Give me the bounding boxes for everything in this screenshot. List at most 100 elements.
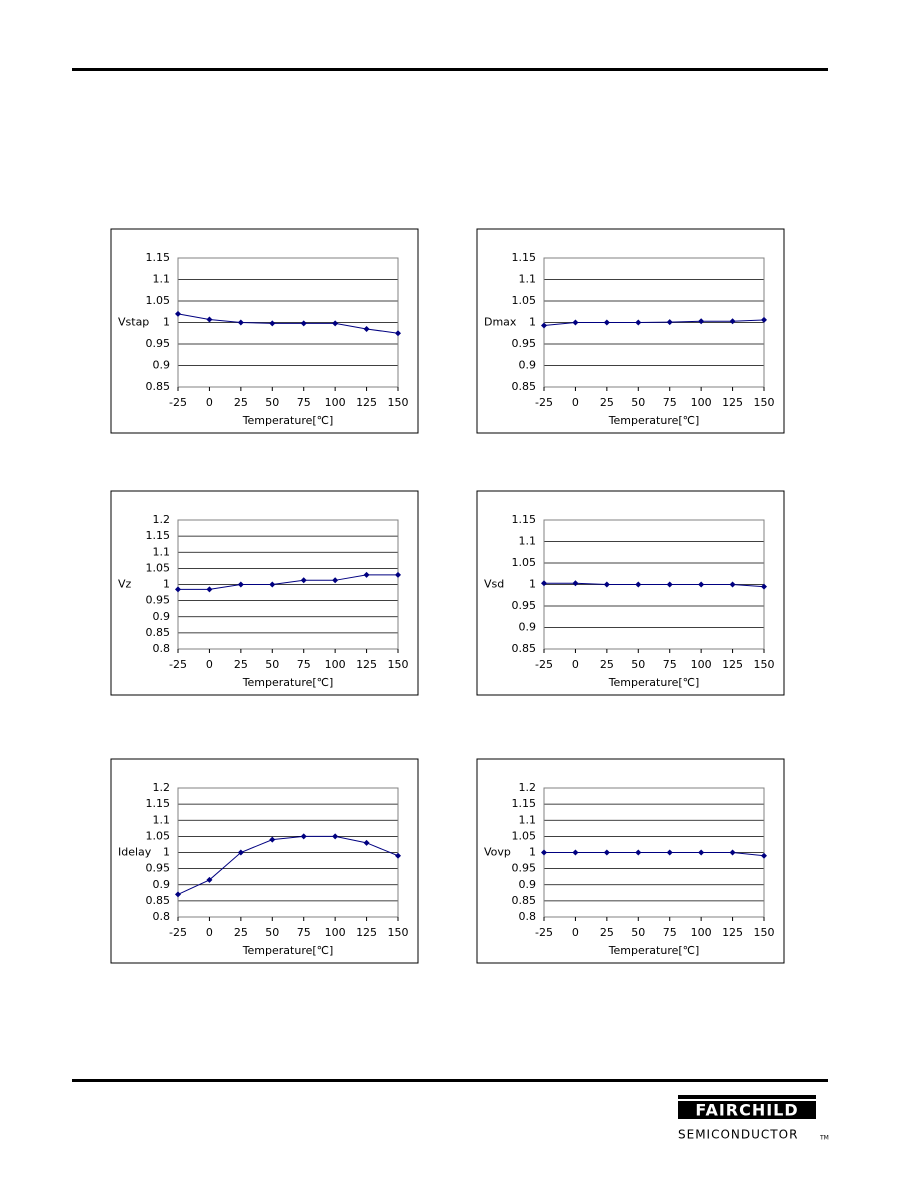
- y-tick-label: 0.85: [146, 626, 171, 639]
- y-tick-label: 0.95: [146, 337, 171, 350]
- data-point: [332, 577, 339, 584]
- y-tick-label: 1.1: [153, 545, 171, 558]
- x-tick-label: 100: [691, 658, 712, 671]
- x-tick-label: 25: [600, 658, 614, 671]
- x-tick-label: 100: [325, 396, 346, 409]
- data-point: [175, 586, 181, 593]
- y-tick-label: 0.85: [146, 380, 171, 393]
- x-tick-label: 150: [388, 396, 409, 409]
- y-tick-label: 0.9: [519, 359, 537, 372]
- x-axis-label: Temperature[℃]: [242, 414, 334, 427]
- y-tick-label: 1.05: [146, 561, 171, 574]
- y-tick-label: 0.95: [146, 594, 171, 607]
- y-tick-label: 0.9: [153, 878, 171, 891]
- x-tick-label: -25: [169, 926, 187, 939]
- y-axis-label: Vovp: [484, 846, 511, 859]
- x-tick-label: 125: [356, 658, 377, 671]
- data-point: [603, 581, 610, 588]
- x-axis-label: Temperature[℃]: [608, 944, 700, 957]
- y-tick-label: 0.9: [519, 621, 537, 634]
- x-tick-label: 75: [297, 396, 311, 409]
- x-tick-label: 0: [206, 926, 213, 939]
- x-tick-label: 150: [754, 396, 775, 409]
- data-point: [541, 849, 547, 856]
- data-point: [206, 316, 213, 323]
- y-tick-label: 1.05: [512, 556, 537, 569]
- data-point: [698, 318, 705, 325]
- y-tick-label: 1.05: [146, 294, 171, 307]
- data-point: [729, 849, 736, 856]
- y-tick-label: 0.95: [146, 862, 171, 875]
- y-tick-label: 1.05: [512, 829, 537, 842]
- x-tick-label: 50: [631, 926, 645, 939]
- data-point: [395, 330, 401, 337]
- y-tick-label: 1.2: [153, 781, 171, 794]
- x-tick-label: 75: [297, 658, 311, 671]
- data-point: [332, 833, 339, 840]
- y-tick-label: 0.85: [146, 894, 171, 907]
- logo-box: [678, 1101, 816, 1119]
- y-tick-label: 1.1: [519, 813, 537, 826]
- y-tick-label: 0.9: [153, 610, 171, 623]
- data-point: [237, 849, 244, 856]
- chart-frame: [476, 490, 785, 696]
- x-tick-label: 25: [600, 926, 614, 939]
- x-tick-label: -25: [169, 658, 187, 671]
- x-tick-label: 50: [265, 396, 279, 409]
- x-tick-label: 25: [234, 396, 248, 409]
- x-tick-label: -25: [169, 396, 187, 409]
- data-line: [178, 574, 398, 590]
- x-tick-label: -25: [535, 658, 553, 671]
- x-tick-label: 100: [691, 396, 712, 409]
- data-point: [175, 891, 181, 898]
- data-point: [363, 571, 370, 578]
- y-tick-label: 1: [163, 846, 170, 859]
- data-point: [395, 571, 401, 578]
- data-point: [761, 316, 767, 323]
- data-point: [635, 849, 642, 856]
- data-point: [206, 586, 213, 593]
- y-tick-label: 1.1: [519, 273, 537, 286]
- data-point: [300, 320, 307, 327]
- y-axis-label: Idelay: [118, 846, 152, 859]
- data-point: [761, 852, 767, 859]
- y-tick-label: 1: [163, 316, 170, 329]
- x-tick-label: 50: [631, 396, 645, 409]
- y-tick-label: 1.1: [153, 273, 171, 286]
- y-tick-label: 0.9: [519, 878, 537, 891]
- x-tick-label: 50: [265, 926, 279, 939]
- x-tick-label: -25: [535, 926, 553, 939]
- y-tick-label: 1.2: [519, 781, 537, 794]
- x-tick-label: 150: [388, 926, 409, 939]
- data-point: [761, 583, 767, 590]
- data-point: [269, 320, 276, 327]
- y-tick-label: 1.05: [512, 294, 537, 307]
- y-tick-label: 0.8: [153, 910, 171, 923]
- data-point: [363, 325, 370, 332]
- x-axis-label: Temperature[℃]: [242, 676, 334, 689]
- data-point: [635, 319, 642, 326]
- data-line: [543, 319, 765, 327]
- x-tick-label: 25: [234, 926, 248, 939]
- x-tick-label: 125: [356, 926, 377, 939]
- x-tick-label: 0: [206, 658, 213, 671]
- data-point: [666, 581, 673, 588]
- y-tick-label: 1: [529, 316, 536, 329]
- x-axis-label: Temperature[℃]: [608, 414, 700, 427]
- y-tick-label: 0.95: [512, 599, 537, 612]
- chart-frame: [476, 228, 785, 434]
- logo-tm: TM: [819, 1135, 829, 1142]
- data-point: [603, 849, 610, 856]
- data-point: [572, 319, 579, 326]
- y-tick-label: 0.85: [512, 894, 537, 907]
- data-point: [206, 876, 213, 883]
- data-line: [544, 852, 765, 857]
- x-tick-label: 100: [325, 658, 346, 671]
- bottom-rule: [72, 1079, 828, 1082]
- top-rule: [72, 68, 828, 71]
- y-tick-label: 1.15: [512, 513, 537, 526]
- data-point: [698, 849, 705, 856]
- x-tick-label: 150: [388, 658, 409, 671]
- data-point: [572, 849, 579, 856]
- data-point: [541, 580, 547, 587]
